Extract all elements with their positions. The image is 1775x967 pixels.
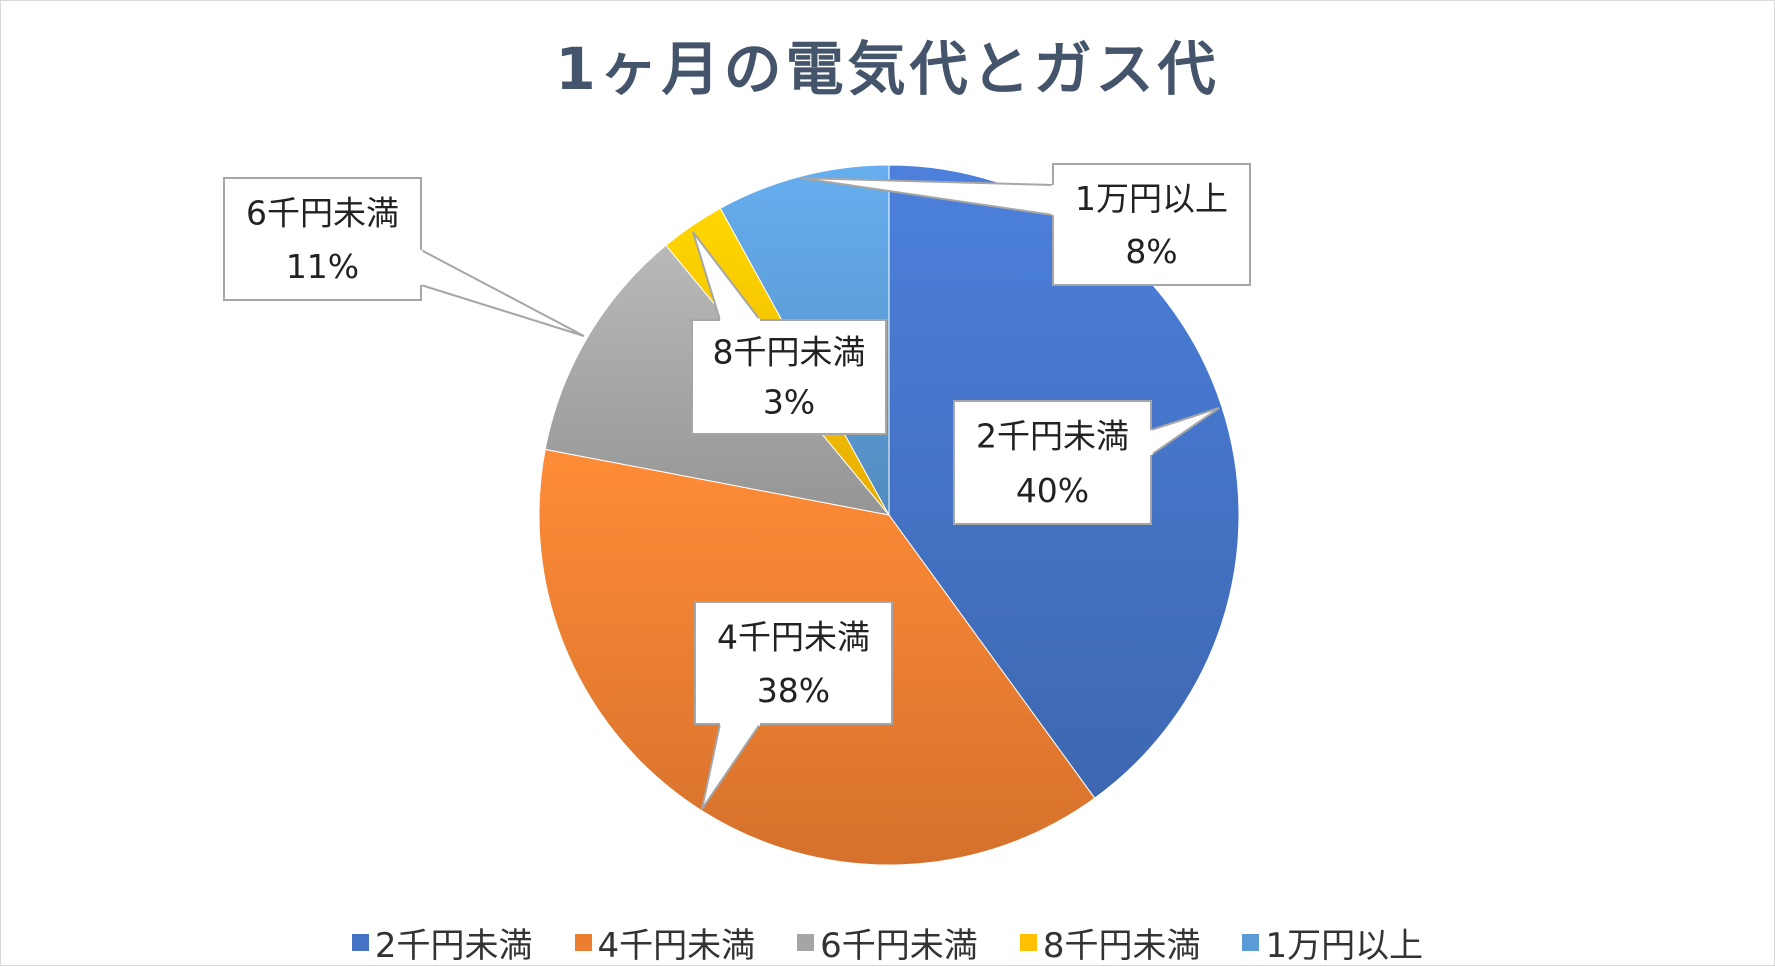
data-label-category: 8千円未満 (713, 332, 866, 371)
data-label-category: 6千円未満 (246, 193, 399, 232)
data-label-3: 6千円未満 11% (223, 177, 585, 337)
legend: 2千円未満 4千円未満 6千円未満 8千円未満 1万円以上 (0, 918, 1775, 967)
data-label-percent: 38% (757, 671, 830, 710)
data-label-percent: 3% (763, 382, 815, 421)
data-label-category: 1万円以上 (1075, 179, 1228, 218)
callout-box (691, 319, 887, 435)
legend-item-2: 4千円未満 (574, 918, 756, 967)
legend-item-3: 6千円未満 (797, 918, 978, 967)
legend-label: 8千円未満 (1042, 926, 1201, 966)
data-label-category: 2千円未満 (976, 417, 1129, 456)
legend-item-5: 1万円以上 (1242, 918, 1423, 967)
legend-label: 2千円未満 (374, 926, 533, 966)
legend-label: 4千円未満 (597, 926, 756, 966)
data-label-1: 2千円未満 40% (953, 400, 1220, 525)
callout-box (1052, 163, 1251, 286)
data-label-category: 4千円未満 (717, 617, 870, 656)
legend-swatch (1019, 934, 1037, 951)
data-label-percent: 11% (286, 247, 359, 286)
callout-box (223, 177, 422, 301)
legend-swatch (797, 934, 815, 951)
legend-swatch (351, 934, 369, 951)
legend-swatch (1242, 934, 1260, 951)
legend-item-4: 8千円未満 (1019, 918, 1201, 967)
callout-box (694, 601, 893, 725)
data-label-2: 4千円未満 38% (694, 601, 893, 810)
legend-label: 6千円未満 (820, 926, 978, 966)
data-label-percent: 40% (1016, 471, 1089, 510)
chart-title: 1ヶ月の電気代とガス代 (555, 35, 1220, 103)
callout-box (953, 400, 1152, 525)
legend-label: 1万円以上 (1265, 926, 1424, 966)
legend-item-1: 2千円未満 (351, 918, 533, 967)
data-label-percent: 8% (1125, 232, 1177, 271)
data-label-5: 1万円以上 8% (799, 163, 1251, 286)
legend-swatch (574, 934, 592, 951)
data-label-4: 8千円未満 3% (691, 231, 887, 435)
callout-pointer (420, 248, 585, 337)
